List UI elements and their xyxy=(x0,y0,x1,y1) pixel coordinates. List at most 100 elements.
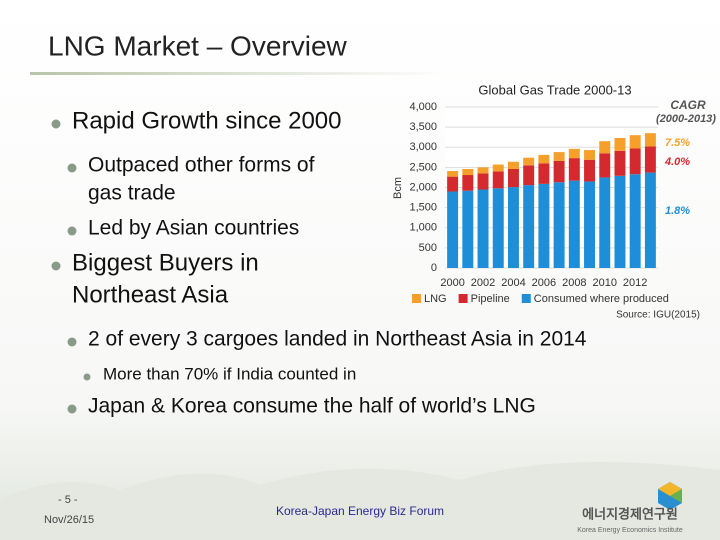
bar xyxy=(462,190,474,268)
bar xyxy=(568,180,580,268)
bar xyxy=(538,163,550,184)
cagr-period: (2000-2013) xyxy=(656,113,716,125)
bar xyxy=(568,158,580,181)
bar xyxy=(523,185,535,268)
bar xyxy=(477,167,489,174)
bullet-text: Led by Asian countries xyxy=(88,217,299,240)
y-axis-label: Bcm xyxy=(392,177,404,199)
bullet-text: Japan & Korea consume the half of world’… xyxy=(88,395,536,418)
y-tick-label: 3,000 xyxy=(409,141,437,153)
bullet-dot xyxy=(67,226,77,236)
cagr-label: 7.5% xyxy=(665,137,690,149)
bar xyxy=(584,159,596,182)
bar xyxy=(584,181,596,268)
bar xyxy=(568,148,580,159)
bullet-dot xyxy=(51,119,61,129)
bullet-text: Biggest Buyers in xyxy=(72,249,259,276)
bullet-dot xyxy=(67,337,77,347)
y-tick-label: 2,000 xyxy=(409,181,437,193)
bar xyxy=(584,150,596,160)
legend-swatch xyxy=(412,294,421,303)
bullet-text: More than 70% if India counted in xyxy=(103,364,356,383)
bar xyxy=(477,173,489,190)
logo-subtitle: Korea Energy Economics Institute xyxy=(577,527,683,534)
bar xyxy=(599,177,611,268)
bar xyxy=(553,182,565,268)
bullet-dot xyxy=(83,373,91,381)
bar xyxy=(553,160,565,183)
bar xyxy=(599,141,611,154)
bullet-text: Northeast Asia xyxy=(72,281,229,308)
x-tick-label: 2008 xyxy=(562,277,586,289)
bar xyxy=(507,161,519,169)
y-tick-label: 1,000 xyxy=(409,222,437,234)
x-tick-label: 2006 xyxy=(532,277,556,289)
bar xyxy=(447,170,459,177)
bar xyxy=(538,154,550,164)
bar xyxy=(644,133,656,147)
bullet-text: 2 of every 3 cargoes landed in Northeast… xyxy=(88,328,587,351)
bar xyxy=(462,175,474,191)
bar xyxy=(492,188,504,268)
slide-title: LNG Market – Overview xyxy=(48,30,348,61)
x-tick-label: 2000 xyxy=(440,277,464,289)
bar xyxy=(614,175,626,268)
legend-label: Pipeline xyxy=(471,293,510,305)
bar xyxy=(629,135,641,149)
bar xyxy=(507,168,519,188)
y-tick-label: 1,500 xyxy=(409,202,437,214)
cagr-label: 4.0% xyxy=(664,156,690,168)
bar xyxy=(477,189,489,268)
bar xyxy=(447,176,459,192)
bullet-text: Outpaced other forms of xyxy=(88,154,315,177)
title-rule xyxy=(30,72,450,75)
y-tick-label: 4,000 xyxy=(409,101,437,113)
x-tick-label: 2012 xyxy=(623,277,647,289)
bullet-text: gas trade xyxy=(88,182,176,205)
bar xyxy=(614,137,626,151)
logo-mark xyxy=(658,482,682,510)
landscape xyxy=(0,462,720,540)
y-tick-label: 3,500 xyxy=(409,121,437,133)
x-tick-label: 2010 xyxy=(593,277,617,289)
chart: Global Gas Trade 2000-13 Bcm 0 500 1,000 1,50… xyxy=(392,82,716,320)
x-tick-label: 2004 xyxy=(501,277,525,289)
bullet-dot xyxy=(51,261,61,271)
cagr-label: 1.8% xyxy=(665,205,690,217)
bar xyxy=(629,174,641,268)
bar xyxy=(507,187,519,268)
bar xyxy=(462,168,474,176)
bullet-text: Rapid Growth since 2000 xyxy=(72,107,341,134)
cagr-title: CAGR xyxy=(670,98,706,112)
y-tick-label: 500 xyxy=(419,242,437,254)
bar xyxy=(492,171,504,189)
date: Nov/26/15 xyxy=(44,514,94,526)
y-tick-label: 2,500 xyxy=(409,161,437,173)
bar xyxy=(614,150,626,176)
bar xyxy=(538,183,550,268)
logo-name: 에너지경제연구원 xyxy=(582,506,678,521)
bar xyxy=(644,172,656,268)
bullet-dot xyxy=(67,163,77,173)
legend-label: Consumed where produced xyxy=(534,293,669,305)
legend-swatch xyxy=(521,294,531,303)
bar xyxy=(523,165,535,186)
source: Source: IGU(2015) xyxy=(616,310,700,321)
bar xyxy=(553,152,565,161)
y-tick-label: 0 xyxy=(431,262,437,274)
bar xyxy=(599,153,611,178)
page-number: - 5 - xyxy=(58,494,78,506)
bar xyxy=(447,191,459,268)
bullets: Rapid Growth since 2000 Outpaced other fo… xyxy=(51,107,587,418)
bar xyxy=(629,148,641,175)
legend-swatch xyxy=(458,294,468,303)
bullet-dot xyxy=(67,404,77,414)
legend-label: LNG xyxy=(424,293,447,305)
footer: Korea-Japan Energy Biz Forum xyxy=(276,504,444,518)
bar xyxy=(644,146,656,173)
bar xyxy=(523,157,535,166)
bar xyxy=(492,164,504,172)
